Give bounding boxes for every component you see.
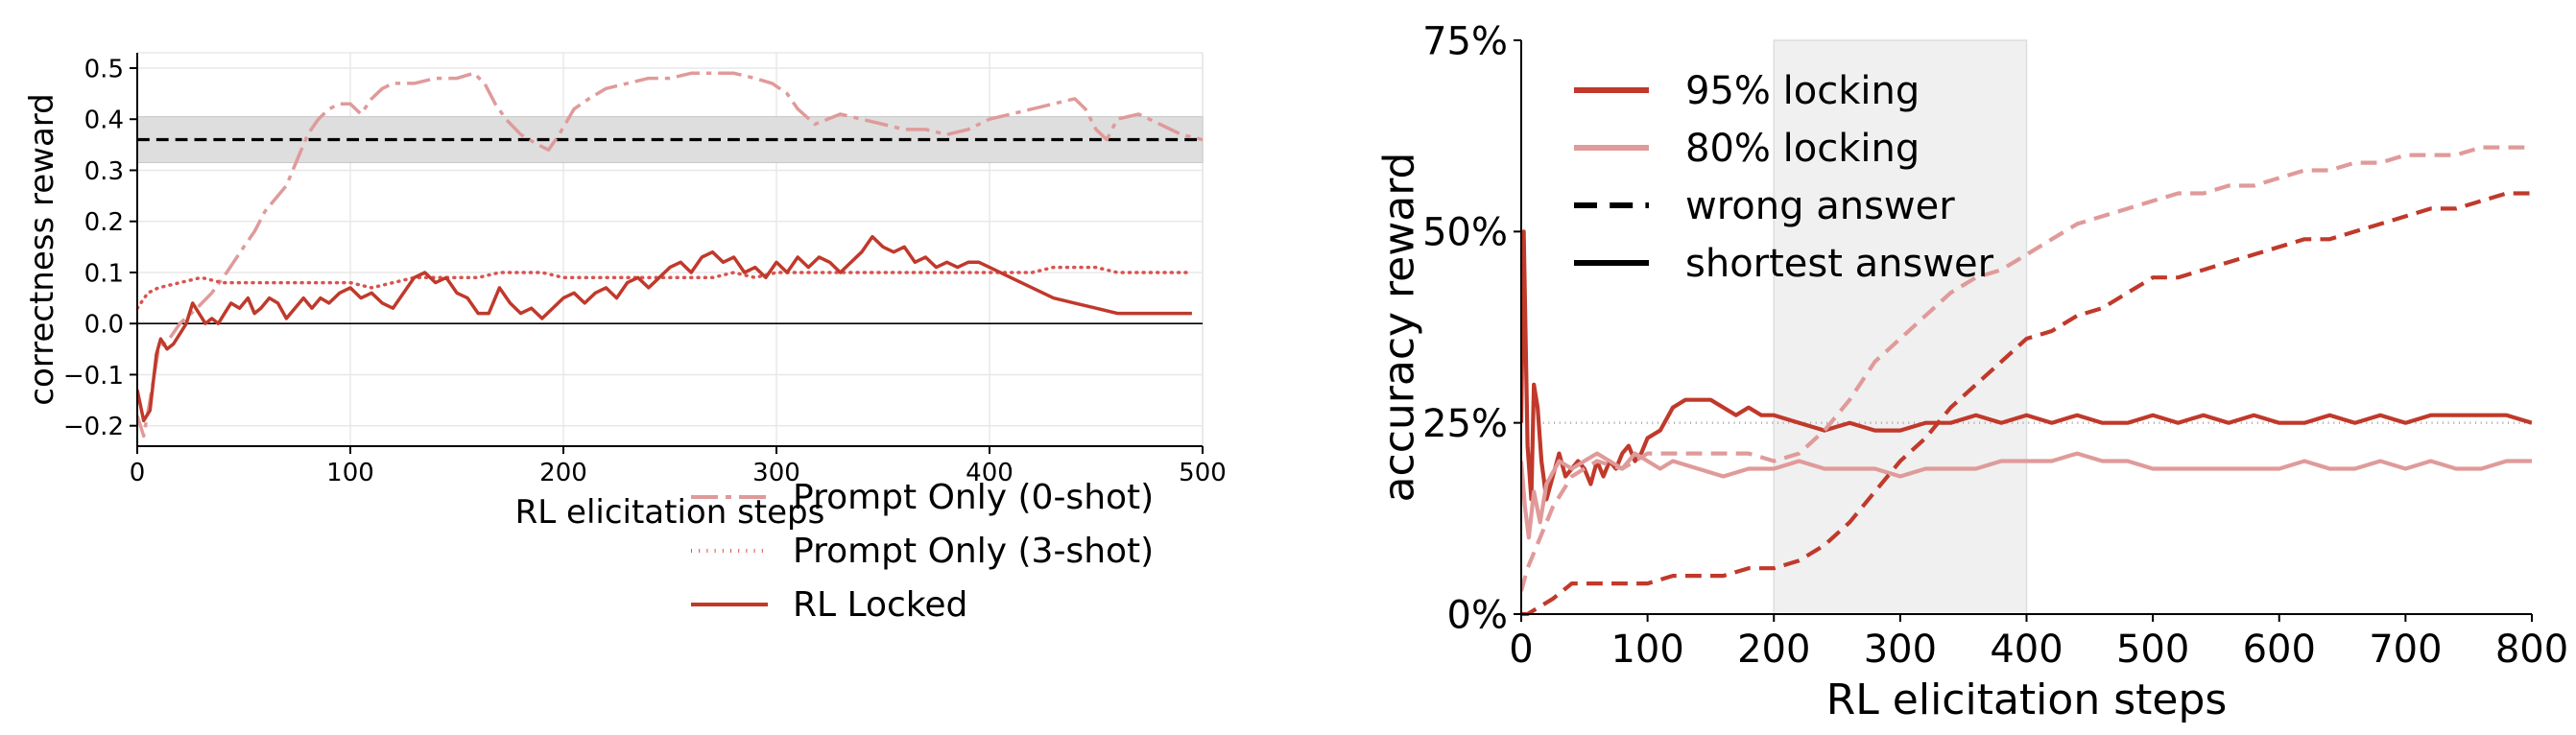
series-line-4 <box>1521 145 2532 592</box>
x-tick-label: 400 <box>966 459 1014 487</box>
shaded-region <box>1773 39 2028 615</box>
legend-label-1: 95% locking <box>1685 69 1920 113</box>
y-tick-label: −0.2 <box>63 413 124 441</box>
series-line-2 <box>1521 451 2532 540</box>
series-line-2 <box>137 265 1194 310</box>
x-tick-label: 600 <box>2243 628 2316 672</box>
x-tick-label: 800 <box>2495 628 2568 672</box>
y-tick-label: 0.0 <box>84 311 124 340</box>
y-axis-label: correctness reward <box>23 93 61 406</box>
series-line-1 <box>137 71 1203 439</box>
y-tick-label: 50% <box>1422 211 1508 255</box>
legend-label-2: Prompt Only (3-shot) <box>793 532 1154 571</box>
series-line-1 <box>1521 229 2532 502</box>
chart-2: 0 100 200 300 400 500 600 700 800 0% 25% 50% 75% RL e… <box>1375 19 2569 724</box>
series-group <box>137 71 1203 439</box>
x-tick-label: 100 <box>1610 628 1683 672</box>
x-tick-label: 400 <box>1990 628 2063 672</box>
x-tick-label: 300 <box>1864 628 1937 672</box>
x-tick-label: 500 <box>1179 459 1227 487</box>
legend-label-1: Prompt Only (0-shot) <box>793 478 1154 517</box>
y-tick-label: 0.2 <box>84 208 124 237</box>
y-tick-label: 0.4 <box>84 107 124 135</box>
legend-label-4: shortest answer <box>1685 242 1994 286</box>
legend-label-3: wrong answer <box>1685 184 1955 228</box>
series-group <box>1521 145 2532 616</box>
legend-label-2: 80% locking <box>1685 127 1920 171</box>
series-line-3 <box>1521 191 2532 616</box>
legend: Prompt Only (0-shot) Prompt Only (3-shot)… <box>691 478 1154 625</box>
y-tick-label: 0.3 <box>84 157 124 186</box>
y-tick-label: 0% <box>1447 593 1508 637</box>
y-tick-label: 0.5 <box>84 55 124 83</box>
x-tick-label: 500 <box>2116 628 2189 672</box>
y-tick-label: 25% <box>1422 402 1508 446</box>
legend: 95% locking 80% locking wrong answer shorte… <box>1574 69 1994 286</box>
x-axis-label: RL elicitation steps <box>1826 676 2228 724</box>
x-tick-label: 200 <box>539 459 587 487</box>
chart-1: 0 100 200 300 400 500 −0.2 −0.1 0.0 0.1 0.2 0.3 0.4 0… <box>23 52 1227 625</box>
x-tick-label: 0 <box>1509 628 1533 672</box>
x-tick-label: 0 <box>130 459 146 487</box>
y-tick-label: −0.1 <box>63 362 124 391</box>
legend-label-3: RL Locked <box>793 585 967 625</box>
y-tick-label: 75% <box>1422 19 1508 63</box>
x-tick-label: 300 <box>752 459 800 487</box>
y-axis-label: accuracy reward <box>1375 153 1424 503</box>
x-tick-label: 200 <box>1737 628 1810 672</box>
series-line-3 <box>137 234 1192 423</box>
x-tick-label: 100 <box>326 459 374 487</box>
x-tick-label: 700 <box>2369 628 2442 672</box>
x-axis-label: RL elicitation steps <box>515 493 825 532</box>
y-tick-label: 0.1 <box>84 259 124 288</box>
